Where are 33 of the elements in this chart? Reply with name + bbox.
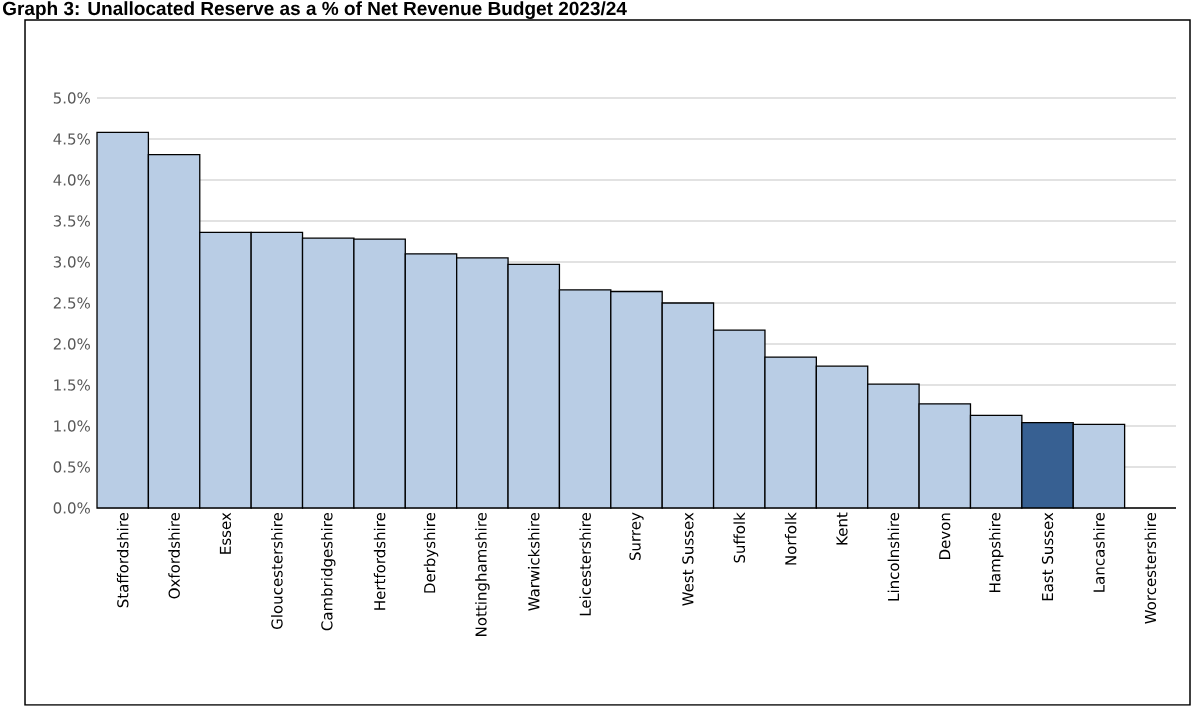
x-tick-label: Suffolk	[733, 512, 746, 563]
x-tick-label: Worcestershire	[1144, 513, 1157, 624]
chart-title: Graph 3: Unallocated Reserve as a % of Net Revenue Budget 2023/24	[2, 1, 627, 20]
x-tick-label: Leicestershire	[579, 513, 591, 616]
x-tick-label: Lancashire	[1093, 513, 1105, 592]
x-tick-label: West Sussex	[682, 512, 694, 606]
x-tick-label: Staffordshire	[116, 513, 129, 608]
y-tick-label: 1.5%	[54, 379, 90, 391]
x-tick-label: Essex	[219, 512, 232, 554]
x-tick-label: Surrey	[629, 512, 644, 561]
x-tick-label: Hertfordshire	[373, 513, 386, 610]
y-tick-label: 4.0%	[53, 174, 90, 186]
x-tick-label: Derbyshire	[423, 513, 439, 593]
x-tick-label: Cambridgeshire	[320, 513, 336, 631]
y-tick-label: 3.0%	[53, 256, 90, 268]
x-tick-label: Kent	[836, 512, 848, 545]
x-tick-label: Norfolk	[784, 512, 797, 565]
x-tick-label: Nottinghamshire	[475, 513, 490, 637]
x-tick-label: Hampshire	[988, 513, 1004, 592]
x-tick-label: Warwickshire	[527, 513, 540, 611]
y-tick-label: 3.5%	[53, 215, 90, 227]
y-tick-label: 2.5%	[53, 297, 90, 309]
y-tick-label: 0.5%	[53, 461, 90, 473]
y-tick-label: 1.0%	[54, 420, 90, 432]
x-tick-label: East Sussex	[1041, 512, 1054, 601]
y-tick-label: 2.0%	[53, 338, 90, 350]
y-tick-label: 5.0%	[53, 92, 90, 104]
y-tick-label: 0.0%	[53, 502, 90, 514]
y-tick-label: 4.5%	[53, 133, 90, 145]
x-tick-label: Devon	[939, 513, 951, 560]
x-tick-label: Oxfordshire	[168, 513, 180, 599]
x-tick-label: Lincolnshire	[887, 513, 900, 601]
x-tick-label: Gloucestershire	[271, 513, 283, 630]
